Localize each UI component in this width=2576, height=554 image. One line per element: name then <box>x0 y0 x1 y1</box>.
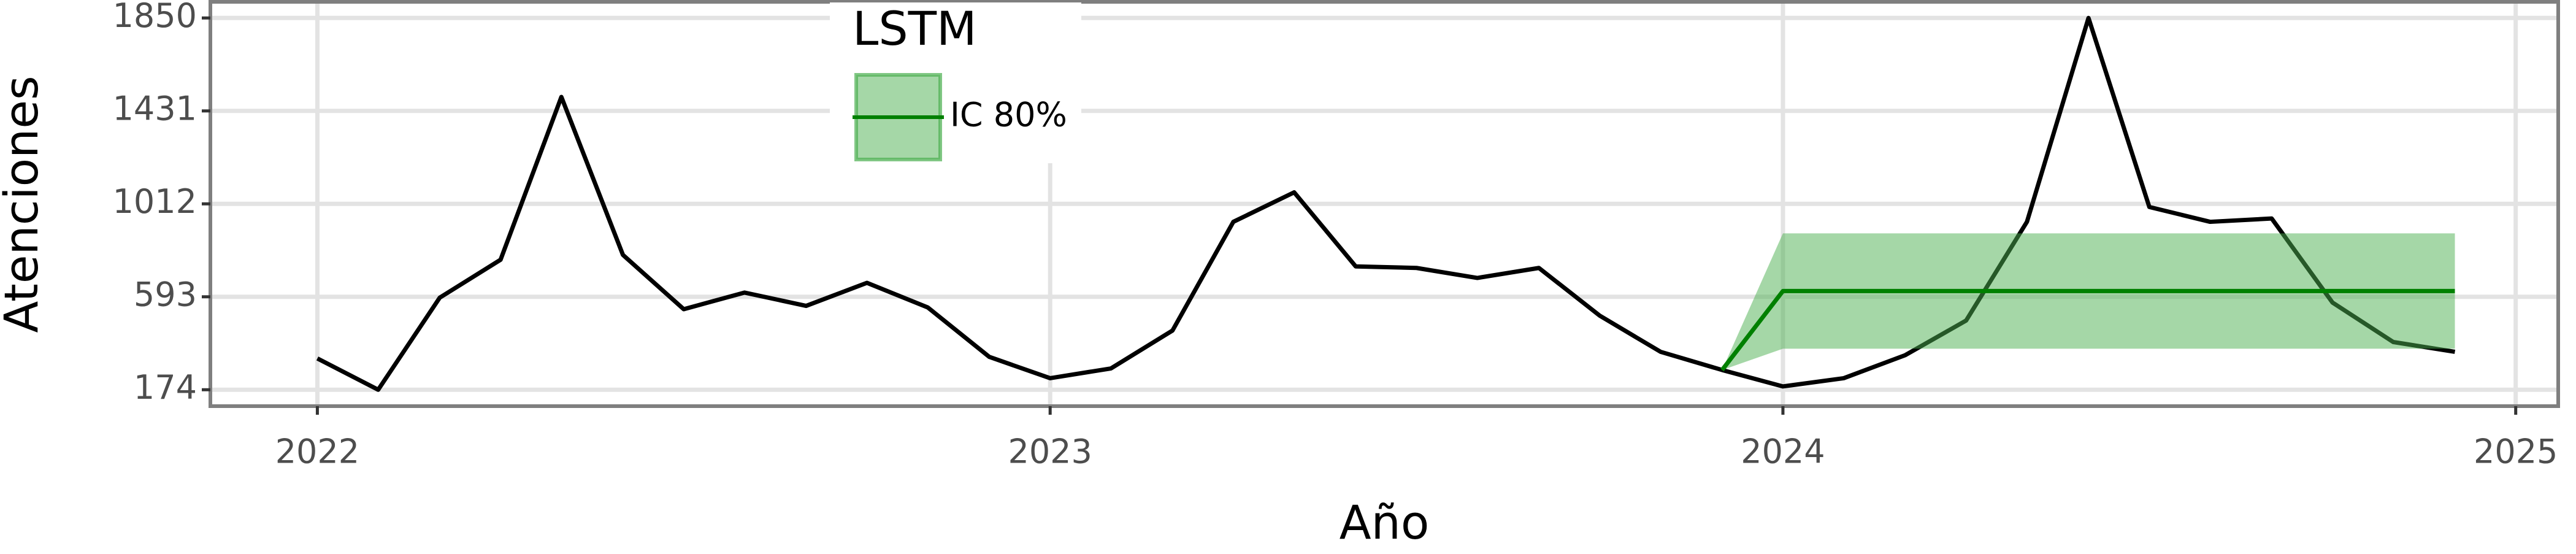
x-tick-label: 2024 <box>1741 433 1825 471</box>
y-tick-label: 1012 <box>113 182 197 221</box>
y-tick-label: 1431 <box>113 89 197 128</box>
y-tick-label: 593 <box>134 275 197 314</box>
x-tick-label: 2023 <box>1008 433 1092 471</box>
legend-title: LSTM <box>853 1 977 56</box>
y-tick-label: 174 <box>134 368 197 407</box>
legend-label: IC 80% <box>950 96 1067 134</box>
series-line <box>1720 288 2455 372</box>
x-tick-label: 2022 <box>275 433 359 471</box>
marks <box>316 15 2456 392</box>
x-axis-title: Año <box>1340 495 1430 550</box>
series-line <box>316 15 2456 392</box>
legend: LSTM IC 80% <box>830 1 1081 163</box>
y-tick-label: 1850 <box>113 0 197 35</box>
y-axis-title: Atenciones <box>0 75 48 333</box>
confidence-band <box>1722 233 2455 371</box>
x-tick-label: 2025 <box>2474 433 2558 471</box>
